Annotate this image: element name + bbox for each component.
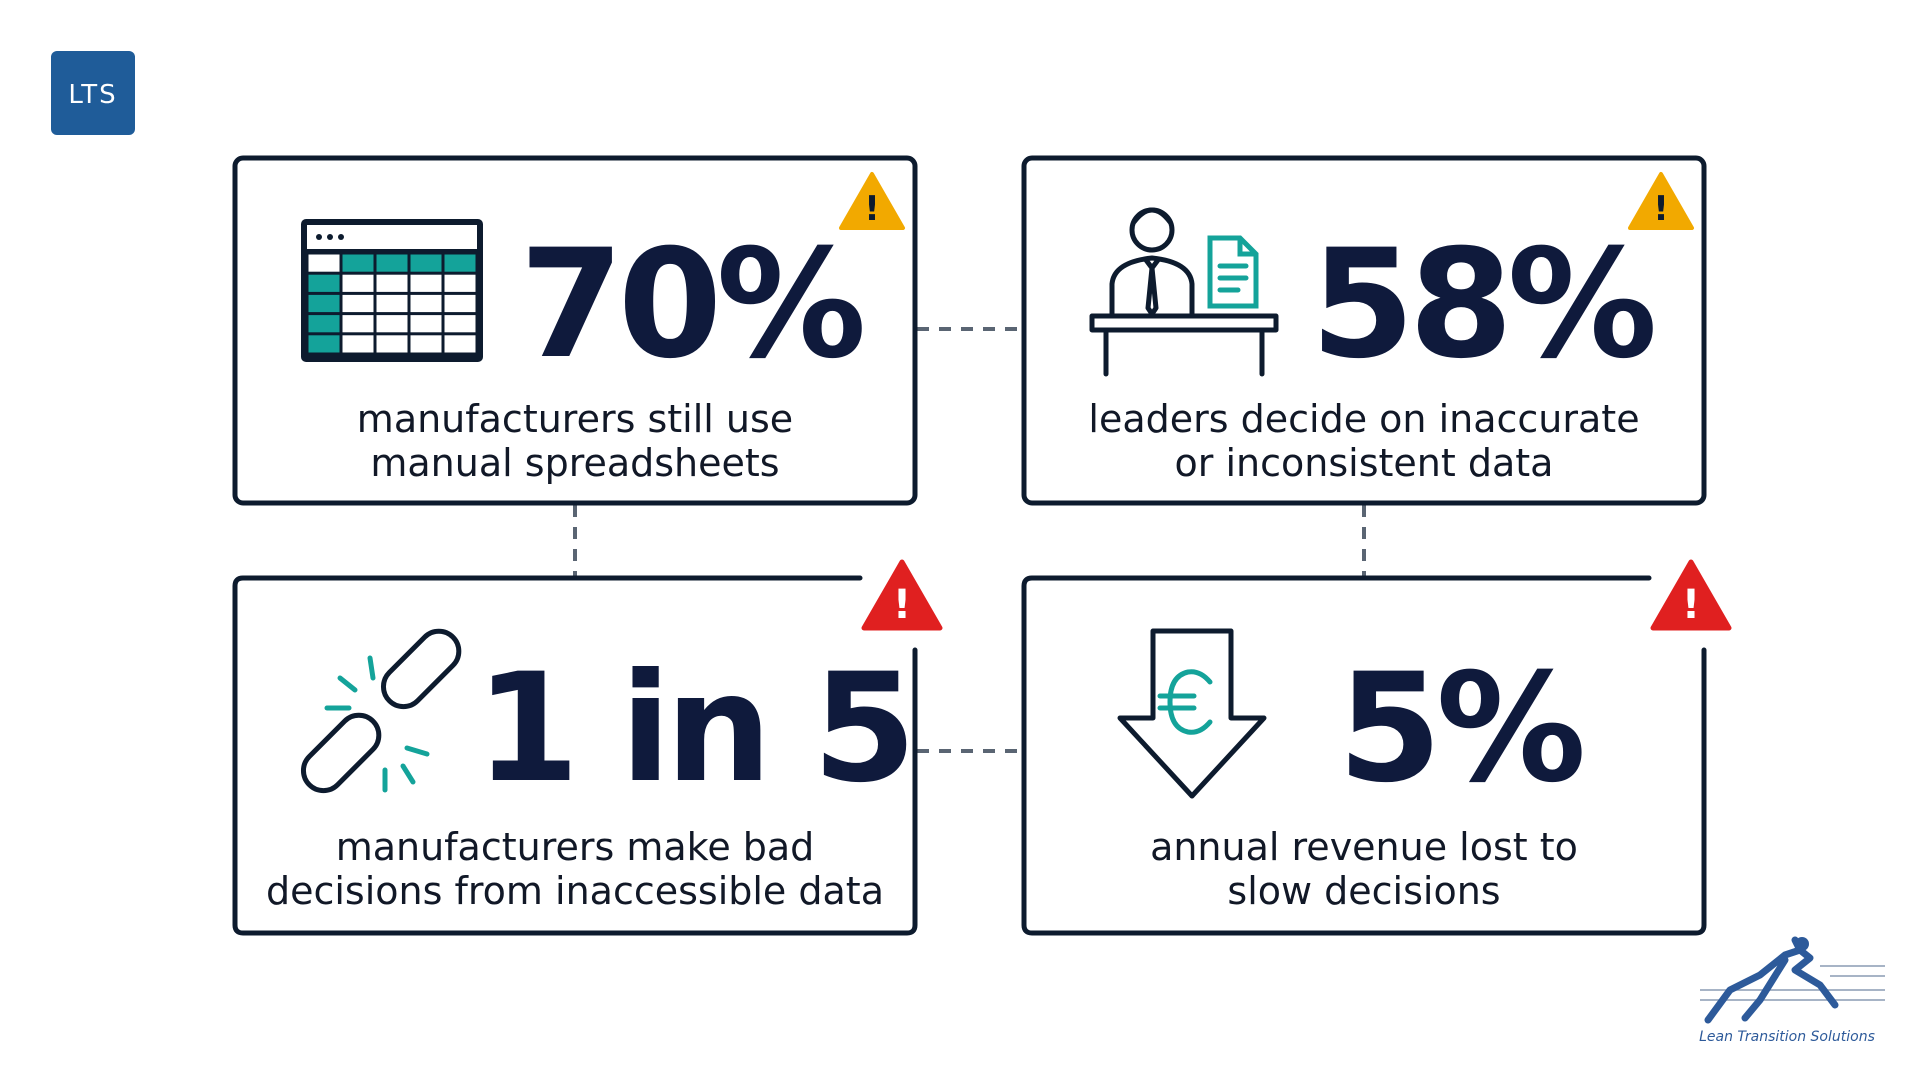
icon-part xyxy=(400,763,416,785)
sheet-cell xyxy=(444,335,476,353)
icon-part xyxy=(337,675,358,693)
sheet-cell xyxy=(376,274,408,292)
sheet-cell xyxy=(308,335,340,353)
icon-part xyxy=(300,712,382,794)
sheet-cell xyxy=(376,335,408,353)
icon-part xyxy=(380,628,462,710)
icon-part xyxy=(1207,235,1259,309)
stat-description: decisions from inaccessible data xyxy=(266,869,884,913)
stat-value: 1 in 5 xyxy=(475,642,910,816)
sheet-cell xyxy=(342,294,374,313)
sheet-cell xyxy=(342,254,374,272)
sheet-cell xyxy=(444,294,476,313)
sheet-cell xyxy=(410,335,442,353)
stat-value: 5% xyxy=(1338,642,1582,816)
brand-name: Lean Transition Solutions xyxy=(1699,1029,1875,1045)
icon-part xyxy=(338,234,344,240)
warning-mark: ! xyxy=(864,189,880,229)
sheet-cell xyxy=(410,294,442,313)
brand-logo: Lean Transition Solutions xyxy=(1699,936,1885,1045)
icon-part xyxy=(1117,628,1267,799)
warning-mark: ! xyxy=(1653,189,1669,229)
icon-part xyxy=(308,254,476,353)
stat-description: slow decisions xyxy=(1227,869,1500,913)
sheet-cell xyxy=(444,315,476,333)
stat-description: manufacturers still use xyxy=(357,397,793,441)
icon-part xyxy=(307,225,477,249)
warning-icon xyxy=(1628,172,1694,230)
broken-chain-icon xyxy=(300,628,462,794)
sheet-cell xyxy=(376,254,408,272)
icon-part xyxy=(316,234,322,240)
stat-card: ! 1 in 5 manufacturers make bad decision… xyxy=(232,559,943,936)
card-border xyxy=(1021,575,1707,936)
icon-part xyxy=(404,745,430,757)
warning-mark: ! xyxy=(1682,582,1700,628)
stat-card: ! 70% manufacturers still use manual spr… xyxy=(232,155,918,506)
stat-value: 58% xyxy=(1310,218,1653,392)
stat-card: ! 58% leaders decide on inaccurate or in… xyxy=(1021,155,1707,506)
sheet-cell xyxy=(308,274,340,292)
stat-description: annual revenue lost to xyxy=(1150,825,1578,869)
sheet-cell xyxy=(410,274,442,292)
runner-head xyxy=(1795,937,1809,951)
icon-part xyxy=(367,655,376,681)
icon-part xyxy=(1143,257,1161,317)
stat-value: 70% xyxy=(519,218,862,392)
card-border xyxy=(1021,155,1707,506)
icon-part xyxy=(1167,669,1213,735)
revenue-down-icon xyxy=(1117,628,1267,799)
logo-box xyxy=(51,51,135,135)
sheet-cell xyxy=(308,294,340,313)
sheet-cell xyxy=(342,315,374,333)
connectors xyxy=(573,327,1366,753)
warning-icon xyxy=(1650,559,1732,631)
icon-part xyxy=(1131,207,1173,225)
leader-icon xyxy=(1089,207,1279,377)
stat-description: leaders decide on inaccurate xyxy=(1088,397,1639,441)
card-border xyxy=(232,155,918,506)
sheet-cell xyxy=(342,335,374,353)
stat-description: manual spreadsheets xyxy=(370,441,779,485)
sheet-cell xyxy=(342,274,374,292)
stat-card: ! 5% annual revenue lost to slow decisio… xyxy=(1021,559,1732,936)
sheet-cell xyxy=(410,315,442,333)
icon-part xyxy=(327,234,333,240)
sheet-cell xyxy=(410,254,442,272)
stat-description: or inconsistent data xyxy=(1175,441,1554,485)
sheet-cell xyxy=(376,315,408,333)
card-border xyxy=(232,575,918,936)
sheet-cell xyxy=(376,294,408,313)
warning-icon xyxy=(839,172,905,230)
logo-text: LTS xyxy=(68,80,117,110)
spreadsheet-icon xyxy=(301,219,483,362)
logo: LTS xyxy=(51,51,135,135)
sheet-cell xyxy=(444,274,476,292)
runner-figure xyxy=(1704,936,1839,1024)
icon-part xyxy=(1089,313,1279,333)
icon-part xyxy=(1109,255,1195,319)
stat-description: manufacturers make bad xyxy=(336,825,815,869)
sheet-cell xyxy=(308,315,340,333)
sheet-cell xyxy=(308,254,340,272)
warning-icon xyxy=(861,559,943,631)
sheet-cell xyxy=(444,254,476,272)
warning-mark: ! xyxy=(893,582,911,628)
